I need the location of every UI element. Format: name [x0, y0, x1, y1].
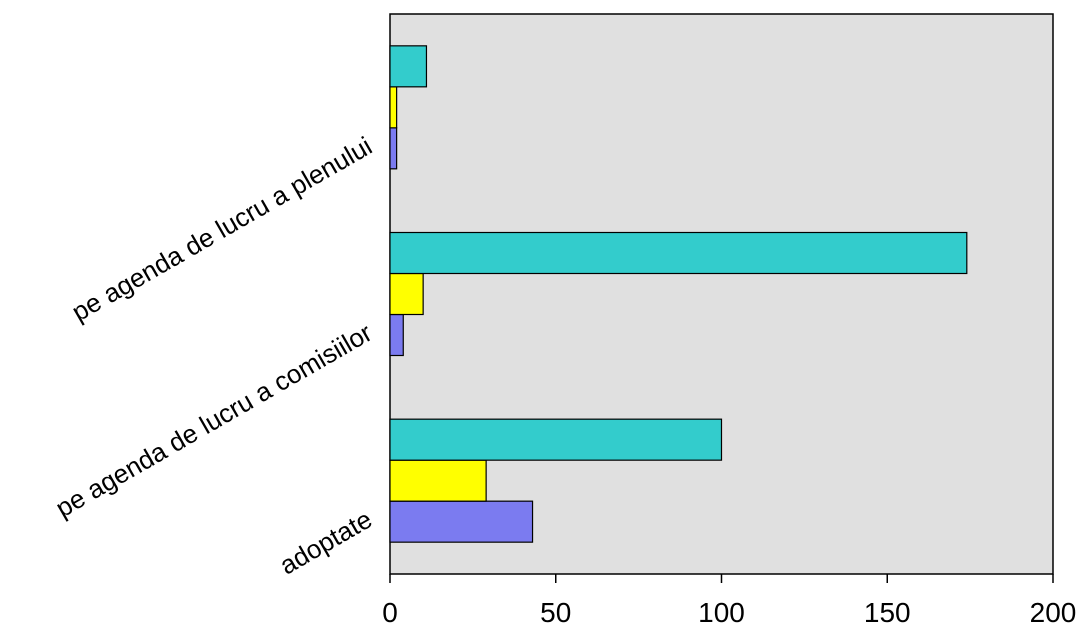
bar-series1-cat2 [389, 86, 398, 129]
bar-series2-cat0 [389, 418, 723, 461]
plot-area [389, 13, 1054, 575]
x-axis-ticks: 0 50 100 150 200 [382, 574, 1076, 628]
x-tick-label: 100 [698, 597, 745, 628]
bar-series1-cat1 [389, 272, 424, 316]
bar-series2-cat2 [389, 45, 428, 88]
x-tick-label: 0 [382, 597, 398, 628]
x-tick-label: 50 [540, 597, 571, 628]
bar-series2-cat1 [389, 231, 968, 275]
bar-series0-cat1 [389, 313, 404, 357]
x-tick-label: 150 [864, 597, 911, 628]
x-tick-label: 200 [1030, 597, 1077, 628]
bar-series0-cat0 [389, 500, 534, 543]
bars-group [389, 45, 968, 543]
category-label: pe agenda de lucru a plenului [67, 131, 377, 328]
bar-series1-cat0 [389, 459, 487, 502]
category-label: pe agenda de lucru a comisiilor [50, 317, 377, 523]
category-label: adoptate [274, 504, 377, 581]
bar-series0-cat2 [389, 127, 398, 170]
